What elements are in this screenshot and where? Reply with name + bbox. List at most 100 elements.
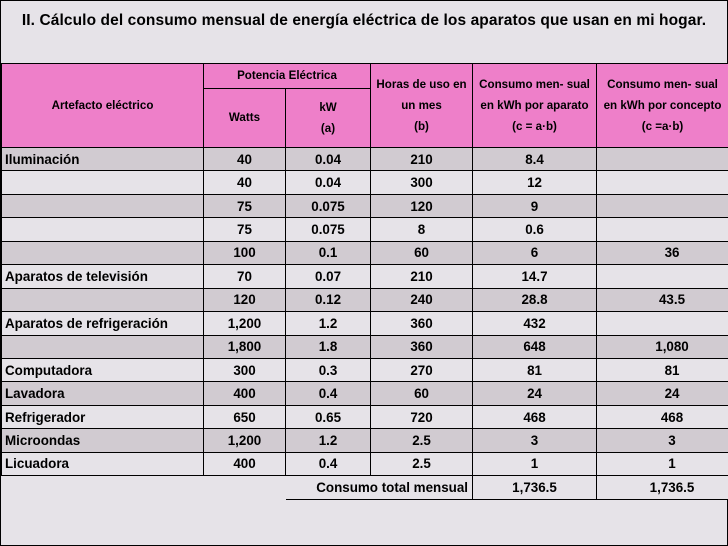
table-row: 1,800 1.8 360 648 1,080 — [1, 334, 728, 359]
header-kw: kW (a) — [284, 88, 372, 148]
cell-kw: 1.8 — [284, 334, 372, 359]
cell-artefacto: Aparatos de refrigeración — [1, 311, 204, 336]
cell-kw: 0.075 — [284, 193, 372, 219]
header-consumo-concepto: Consumo men- sual en kWh por concepto (c… — [596, 63, 728, 148]
cell-consumo-aparato: 14.7 — [472, 264, 598, 289]
table-row: Refrigerador 650 0.65 720 468 468 — [1, 404, 728, 430]
cell-horas: 60 — [370, 240, 474, 266]
table-row: Microondas 1,200 1.2 2.5 3 3 — [1, 428, 728, 453]
energy-consumption-table: Artefacto eléctrico Potencia Eléctrica H… — [1, 63, 728, 500]
cell-kw: 0.07 — [284, 264, 372, 289]
cell-horas: 120 — [370, 193, 474, 219]
cell-horas: 8 — [370, 217, 474, 242]
cell-consumo-concepto: 43.5 — [596, 287, 728, 313]
total-spacer — [1, 475, 286, 500]
cell-horas: 720 — [370, 404, 474, 430]
header-potencia: Potencia Eléctrica — [202, 63, 372, 89]
cell-kw: 0.4 — [284, 381, 372, 406]
cell-kw: 0.65 — [284, 404, 372, 430]
header-artefacto: Artefacto eléctrico — [1, 63, 204, 148]
table-row: 120 0.12 240 28.8 43.5 — [1, 287, 728, 313]
cell-watts: 1,200 — [203, 311, 286, 336]
cell-consumo-aparato: 81 — [472, 357, 598, 383]
cell-horas: 360 — [370, 334, 474, 359]
table-row: 40 0.04 300 12 — [1, 170, 728, 195]
cell-artefacto: Aparatos de televisión — [1, 264, 204, 289]
cell-consumo-concepto — [596, 217, 728, 242]
cell-consumo-aparato: 28.8 — [472, 287, 598, 313]
cell-consumo-concepto — [596, 146, 728, 172]
cell-watts: 1,200 — [203, 428, 286, 453]
cell-consumo-concepto — [596, 170, 728, 195]
header-consumo-aparato: Consumo men- sual en kWh por aparato (c … — [472, 63, 598, 148]
cell-consumo-aparato: 0.6 — [472, 217, 598, 242]
cell-horas: 240 — [370, 287, 474, 313]
cell-consumo-aparato: 432 — [472, 311, 598, 336]
cell-horas: 60 — [370, 381, 474, 406]
cell-artefacto — [1, 193, 204, 219]
cell-consumo-concepto: 3 — [596, 428, 728, 453]
cell-consumo-concepto: 1,080 — [596, 334, 728, 359]
cell-watts: 75 — [203, 217, 286, 242]
cell-watts: 1,800 — [203, 334, 286, 359]
cell-consumo-concepto: 36 — [596, 240, 728, 266]
table-row: 75 0.075 120 9 — [1, 193, 728, 219]
cell-consumo-aparato: 468 — [472, 404, 598, 430]
cell-artefacto — [1, 287, 204, 313]
total-consumo-concepto: 1,736.5 — [596, 475, 728, 500]
cell-consumo-aparato: 12 — [472, 170, 598, 195]
cell-artefacto — [1, 240, 204, 266]
cell-horas: 300 — [370, 170, 474, 195]
cell-kw: 0.12 — [284, 287, 372, 313]
cell-artefacto: Iluminación — [1, 146, 204, 172]
cell-watts: 40 — [203, 170, 286, 195]
cell-watts: 100 — [203, 240, 286, 266]
cell-kw: 1.2 — [284, 311, 372, 336]
cell-horas: 210 — [370, 146, 474, 172]
cell-horas: 360 — [370, 311, 474, 336]
header-horas: Horas de uso en un mes (b) — [370, 63, 474, 148]
cell-consumo-concepto: 1 — [596, 451, 728, 477]
cell-consumo-concepto: 81 — [596, 357, 728, 383]
cell-consumo-concepto — [596, 193, 728, 219]
cell-artefacto: Microondas — [1, 428, 204, 453]
total-consumo-aparato: 1,736.5 — [472, 475, 598, 500]
cell-consumo-aparato: 6 — [472, 240, 598, 266]
cell-artefacto — [1, 217, 204, 242]
cell-kw: 0.3 — [284, 357, 372, 383]
cell-artefacto — [1, 170, 204, 195]
cell-consumo-aparato: 648 — [472, 334, 598, 359]
cell-watts: 400 — [203, 381, 286, 406]
cell-consumo-aparato: 1 — [472, 451, 598, 477]
total-label: Consumo total mensual — [285, 475, 474, 500]
table-row: Iluminación 40 0.04 210 8.4 — [1, 146, 728, 172]
cell-watts: 400 — [203, 451, 286, 477]
table-row: Licuadora 400 0.4 2.5 1 1 — [1, 451, 728, 477]
cell-watts: 75 — [203, 193, 286, 219]
header-watts: Watts — [203, 88, 286, 148]
cell-artefacto: Lavadora — [1, 381, 204, 406]
table-row: 75 0.075 8 0.6 — [1, 217, 728, 242]
cell-kw: 0.04 — [284, 146, 372, 172]
cell-consumo-concepto: 468 — [596, 404, 728, 430]
cell-watts: 70 — [203, 264, 286, 289]
cell-watts: 120 — [203, 287, 286, 313]
header-horas-label: Horas de uso en un mes — [376, 78, 467, 112]
cell-consumo-aparato: 8.4 — [472, 146, 598, 172]
table-row: Aparatos de televisión 70 0.07 210 14.7 — [1, 264, 728, 289]
cell-watts: 650 — [203, 404, 286, 430]
total-row: Consumo total mensual 1,736.5 1,736.5 — [1, 475, 728, 500]
header-kw-sub: (a) — [320, 122, 336, 135]
table-row: Lavadora 400 0.4 60 24 24 — [1, 381, 728, 406]
cell-watts: 300 — [203, 357, 286, 383]
header-horas-sub: (b) — [414, 120, 429, 133]
table-row: Aparatos de refrigeración 1,200 1.2 360 432 — [1, 311, 728, 336]
cell-consumo-concepto — [596, 264, 728, 289]
cell-artefacto — [1, 334, 204, 359]
table-body: Iluminación 40 0.04 210 8.4 40 0.04 300 12 75 0.07… — [1, 146, 728, 500]
cell-artefacto: Refrigerador — [1, 404, 204, 430]
cell-artefacto: Computadora — [1, 357, 204, 383]
cell-watts: 40 — [203, 146, 286, 172]
cell-horas: 270 — [370, 357, 474, 383]
